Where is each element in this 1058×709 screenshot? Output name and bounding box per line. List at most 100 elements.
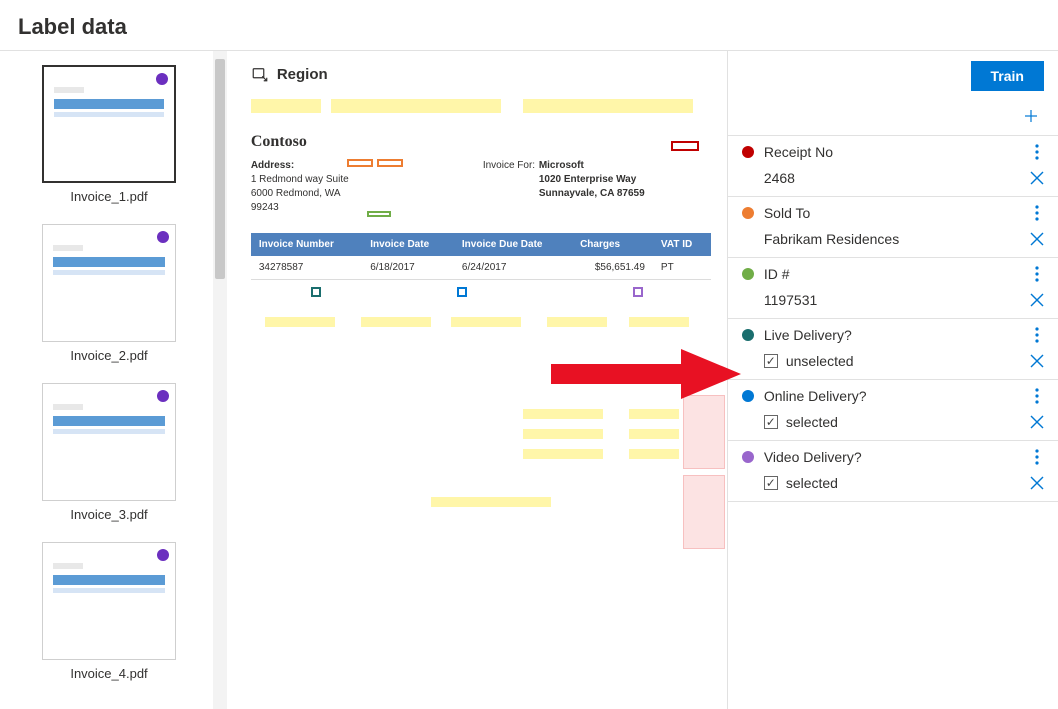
field-sold-to: Sold To Fabrikam Residences — [728, 197, 1058, 258]
field-value: selected — [786, 475, 1030, 491]
highlight — [331, 99, 501, 113]
remove-icon[interactable] — [1030, 293, 1044, 307]
color-dot — [742, 268, 754, 280]
highlight — [523, 99, 693, 113]
highlight — [523, 449, 603, 459]
highlight — [451, 317, 521, 327]
region-box-purple[interactable] — [633, 287, 643, 297]
invoice-table: Invoice Number Invoice Date Invoice Due … — [251, 233, 711, 280]
field-name[interactable]: Live Delivery? — [764, 327, 1030, 343]
checkbox-icon: ✓ — [764, 354, 778, 368]
remove-icon[interactable] — [1030, 476, 1044, 490]
train-button[interactable]: Train — [971, 61, 1044, 91]
add-label-icon[interactable] — [1022, 107, 1040, 125]
field-video-delivery: Video Delivery? ✓ selected — [728, 441, 1058, 502]
more-icon[interactable] — [1030, 205, 1044, 221]
scrollbar-thumb[interactable] — [215, 59, 225, 279]
thumbnail-1[interactable] — [42, 65, 176, 183]
more-icon[interactable] — [1030, 144, 1044, 160]
doc-invoice-for-line: 1020 Enterprise Way — [539, 173, 645, 187]
color-dot — [742, 146, 754, 158]
more-icon[interactable] — [1030, 327, 1044, 343]
th-invoice-date: Invoice Date — [362, 233, 454, 256]
checkbox-icon: ✓ — [764, 415, 778, 429]
highlight — [629, 449, 679, 459]
field-name[interactable]: Online Delivery? — [764, 388, 1030, 404]
doc-address-line: 99243 — [251, 201, 349, 215]
doc-address-line: 1 Redmond way Suite — [251, 173, 349, 187]
field-value: selected — [786, 414, 1030, 430]
doc-invoice-for-line: Sunnayvale, CA 87659 — [539, 187, 645, 201]
highlight — [431, 497, 551, 507]
field-value: unselected — [786, 353, 1030, 369]
thumbnail-label: Invoice_1.pdf — [42, 183, 176, 204]
field-name[interactable]: ID # — [764, 266, 1030, 282]
region-box-green[interactable] — [367, 211, 391, 217]
thumbnail-label: Invoice_2.pdf — [42, 342, 176, 363]
highlight — [523, 429, 603, 439]
field-name[interactable]: Video Delivery? — [764, 449, 1030, 465]
remove-icon[interactable] — [1030, 171, 1044, 185]
document-canvas[interactable]: Region Contoso Address: 1 Redmond way Su… — [227, 51, 728, 709]
region-box-blue[interactable] — [457, 287, 467, 297]
thumbnail-3[interactable] — [42, 383, 176, 501]
region-box-orange[interactable] — [377, 159, 403, 167]
thumbnail-sidebar: Invoice_1.pdf Invoice_2.pdf Invoice_3.pd… — [0, 51, 213, 709]
region-icon — [251, 65, 269, 83]
region-box-teal[interactable] — [311, 287, 321, 297]
td-invoice-due: 6/24/2017 — [454, 256, 572, 280]
thumbnail-2[interactable] — [42, 224, 176, 342]
thumbnail-label: Invoice_4.pdf — [42, 660, 176, 681]
field-live-delivery: Live Delivery? ✓ unselected — [728, 319, 1058, 380]
region-box-red[interactable] — [671, 141, 699, 151]
more-icon[interactable] — [1030, 266, 1044, 282]
document-preview: Contoso Address: 1 Redmond way Suite 600… — [251, 99, 711, 117]
pink-region[interactable] — [683, 475, 725, 549]
canvas-toolbar: Region — [251, 59, 711, 99]
thumbnail-label: Invoice_3.pdf — [42, 501, 176, 522]
color-dot — [742, 390, 754, 402]
doc-invoice-for-line: Microsoft — [539, 159, 645, 173]
th-charges: Charges — [572, 233, 653, 256]
highlight — [629, 409, 679, 419]
td-invoice-date: 6/18/2017 — [362, 256, 454, 280]
th-invoice-due: Invoice Due Date — [454, 233, 572, 256]
color-dot — [742, 207, 754, 219]
more-icon[interactable] — [1030, 449, 1044, 465]
more-icon[interactable] — [1030, 388, 1044, 404]
thumbnail-4[interactable] — [42, 542, 176, 660]
remove-icon[interactable] — [1030, 232, 1044, 246]
highlight — [361, 317, 431, 327]
field-value: Fabrikam Residences — [764, 231, 1030, 247]
highlight — [629, 429, 679, 439]
arrow-annotation — [551, 349, 741, 399]
status-dot — [157, 231, 169, 243]
color-dot — [742, 451, 754, 463]
pink-region[interactable] — [683, 395, 725, 469]
status-dot — [157, 390, 169, 402]
highlight — [547, 317, 607, 327]
status-dot — [157, 549, 169, 561]
remove-icon[interactable] — [1030, 354, 1044, 368]
field-name[interactable]: Receipt No — [764, 144, 1030, 160]
labels-panel: Train Receipt No 2468 Sold To — [728, 51, 1058, 709]
remove-icon[interactable] — [1030, 415, 1044, 429]
scrollbar[interactable] — [213, 51, 227, 709]
doc-company: Contoso — [251, 133, 307, 150]
doc-address-label: Address: — [251, 159, 349, 173]
th-vat: VAT ID — [653, 233, 711, 256]
field-name[interactable]: Sold To — [764, 205, 1030, 221]
td-charges: $56,651.49 — [572, 256, 653, 280]
highlight — [523, 409, 603, 419]
highlight — [265, 317, 335, 327]
field-value: 1197531 — [764, 292, 1030, 308]
highlight — [629, 317, 689, 327]
field-receipt-no: Receipt No 2468 — [728, 136, 1058, 197]
color-dot — [742, 329, 754, 341]
region-box-orange[interactable] — [347, 159, 373, 167]
th-invoice-number: Invoice Number — [251, 233, 362, 256]
page-title: Label data — [0, 0, 1058, 50]
highlight — [251, 99, 321, 113]
field-online-delivery: Online Delivery? ✓ selected — [728, 380, 1058, 441]
region-label: Region — [277, 66, 328, 83]
